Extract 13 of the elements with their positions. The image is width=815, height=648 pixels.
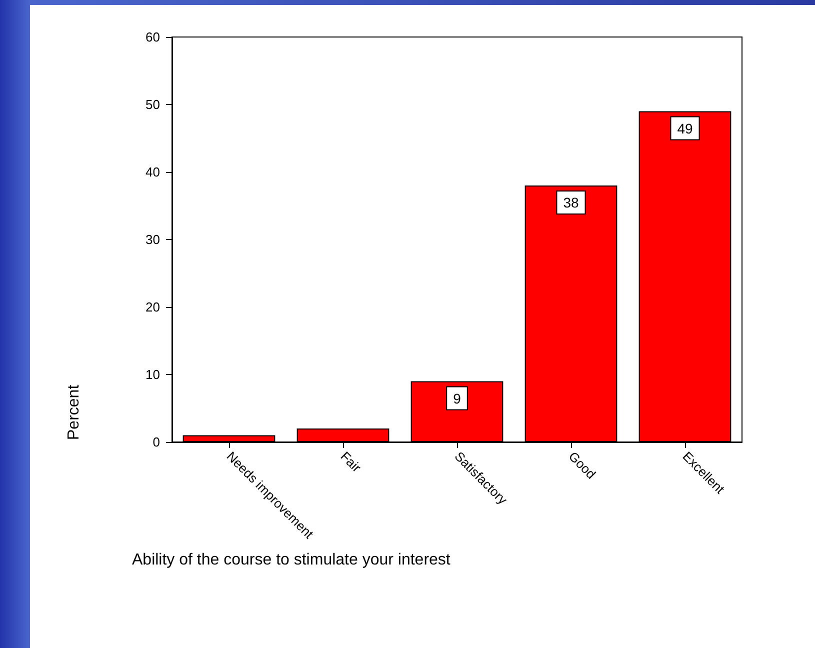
y-tick-label: 30 <box>146 232 160 247</box>
y-tick-label: 10 <box>146 367 160 382</box>
y-tick-label: 60 <box>146 30 160 44</box>
data-label: 49 <box>677 120 693 136</box>
data-label: 38 <box>563 194 579 210</box>
y-tick-label: 50 <box>146 97 160 112</box>
x-tick-label: Fair <box>338 448 365 476</box>
data-label: 9 <box>453 390 462 406</box>
x-axis-title: Ability of the course to stimulate your interest <box>132 552 451 568</box>
y-tick-label: 0 <box>152 434 160 450</box>
y-axis-title: Percent <box>66 384 82 440</box>
y-tick-label: 20 <box>146 300 160 314</box>
y-tick-label: 40 <box>146 164 160 180</box>
